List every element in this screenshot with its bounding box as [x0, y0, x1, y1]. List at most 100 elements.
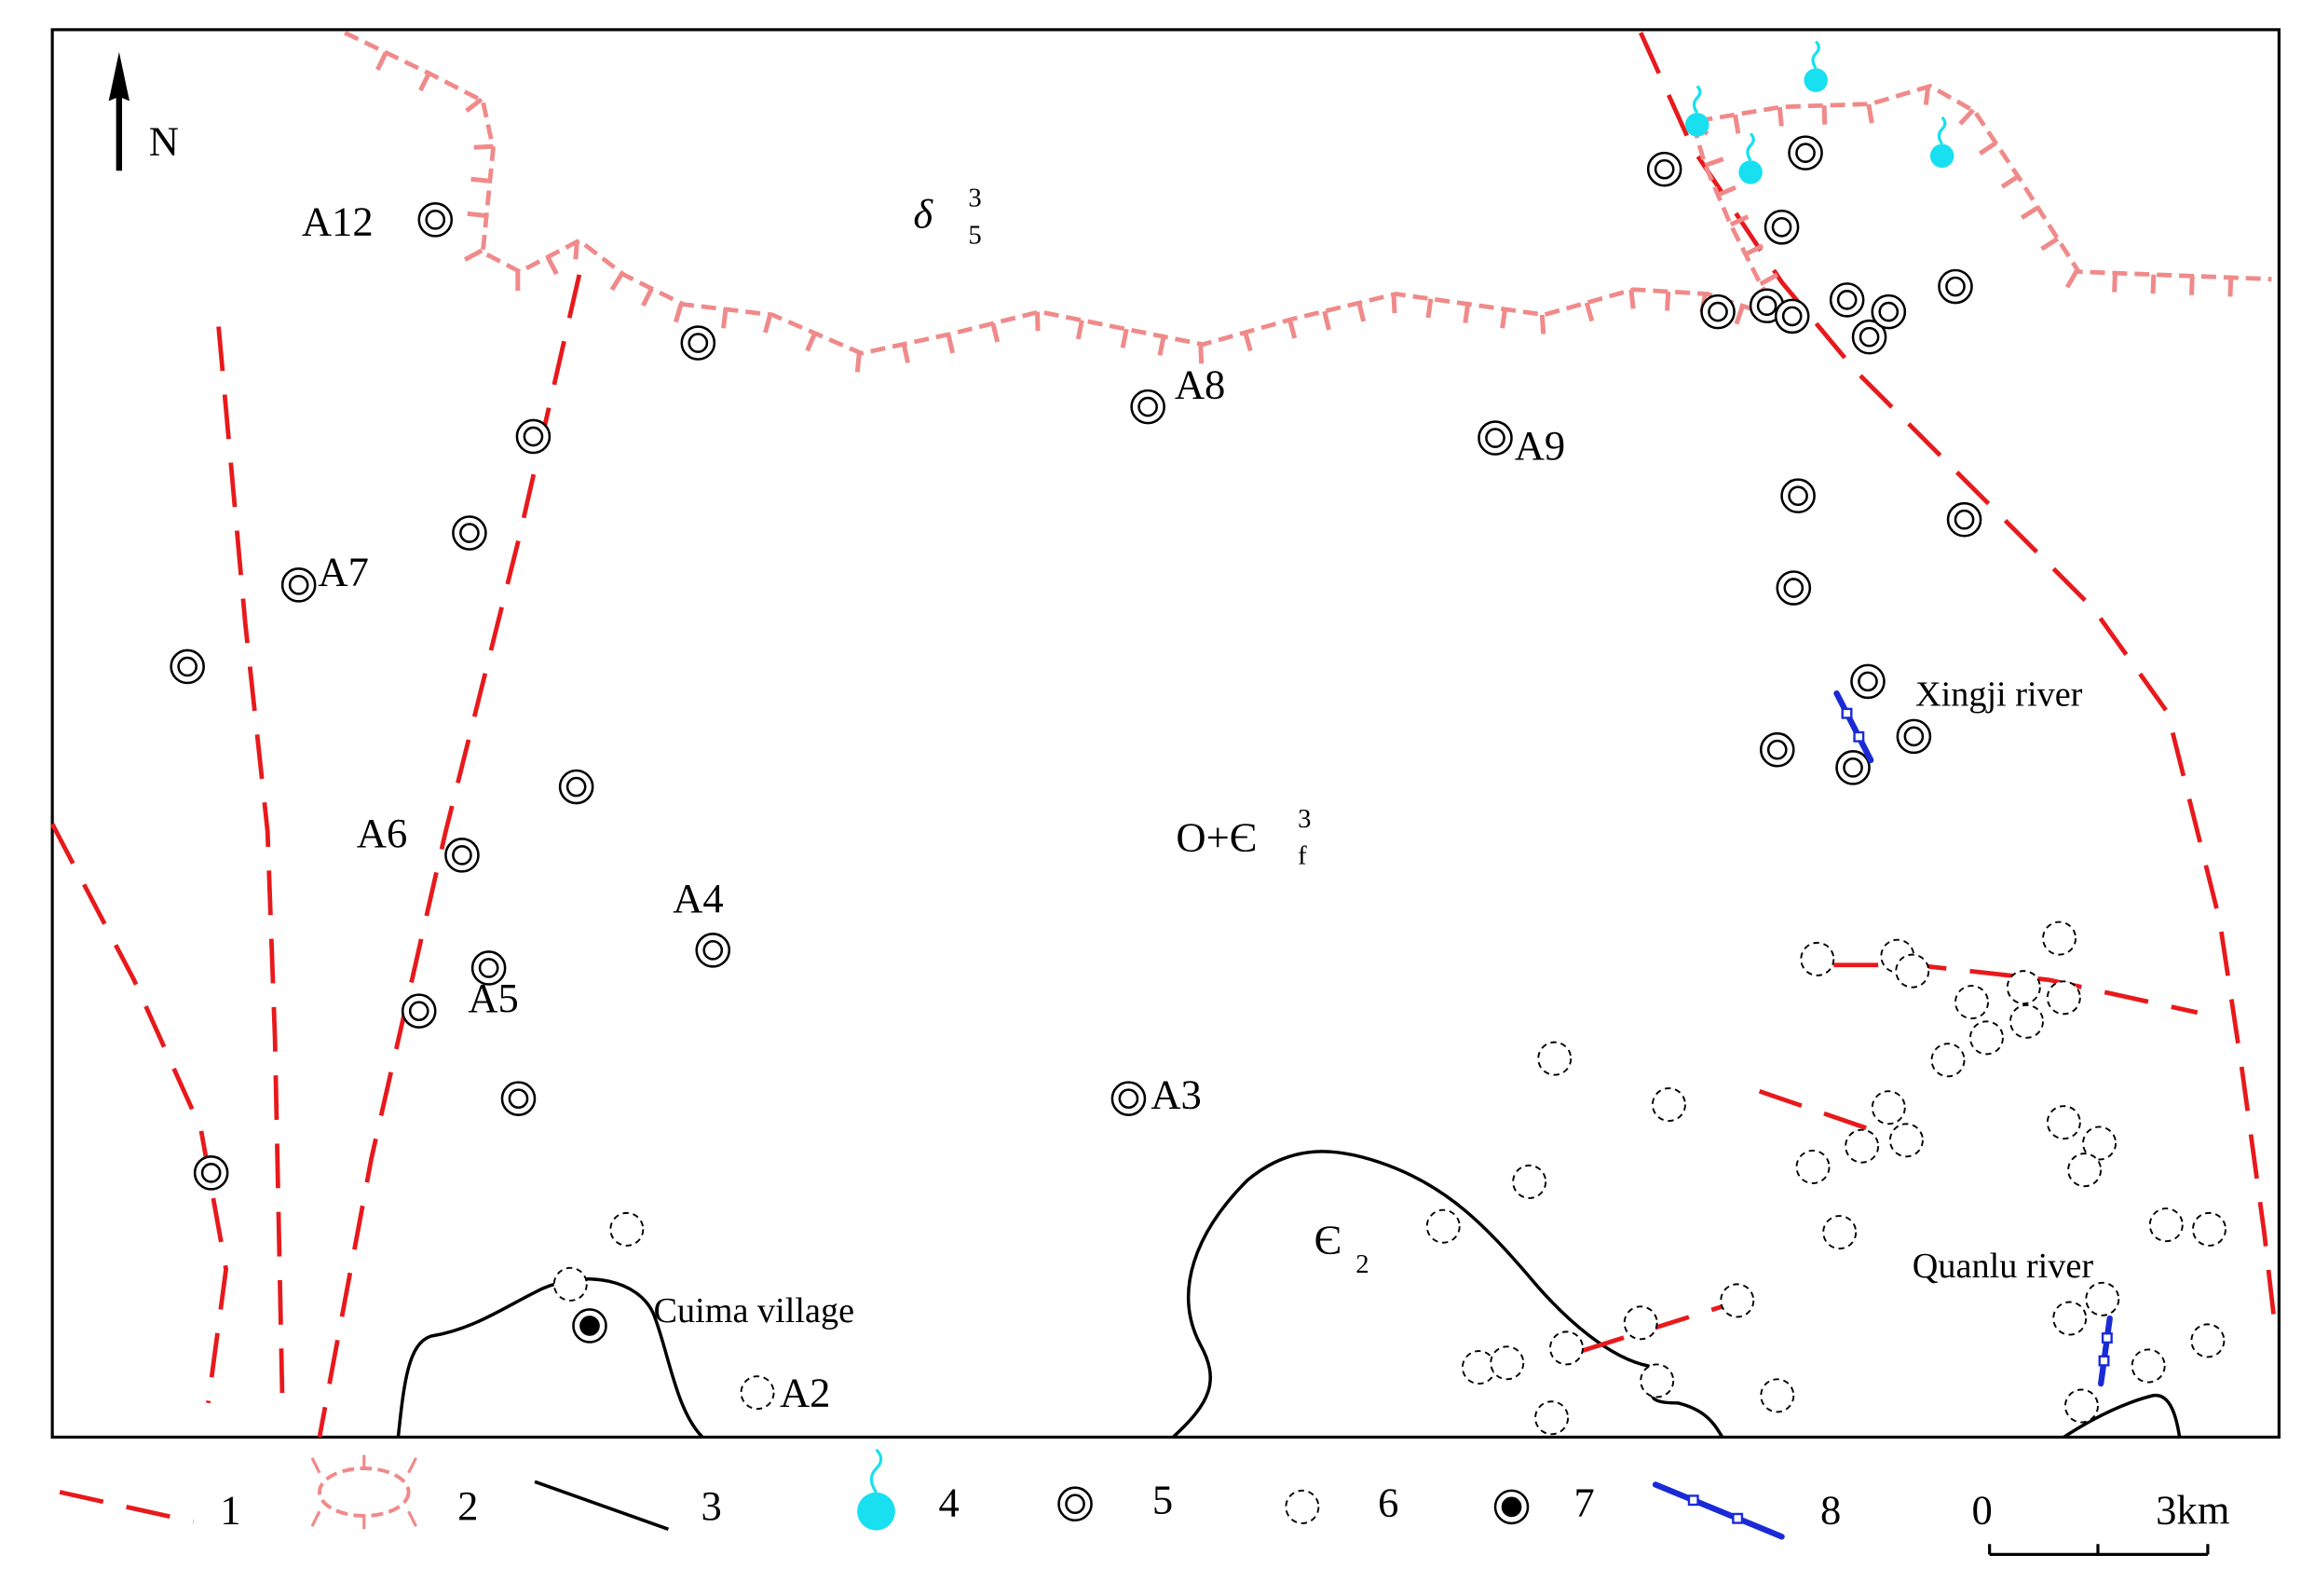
dashed-circle: [1285, 1489, 1320, 1524]
dashed-circle: [2148, 1207, 2184, 1243]
unit-label: δ: [913, 190, 933, 237]
double-circle-inner: [1654, 158, 1675, 180]
spring: [1738, 160, 1763, 184]
site-label: A2: [780, 1370, 831, 1416]
dashed-circle: [1760, 1378, 1795, 1413]
spring: [857, 1492, 895, 1531]
site-label: A5: [468, 975, 519, 1021]
legend-label: 6: [1378, 1480, 1398, 1526]
legend-tick: [310, 1457, 321, 1474]
dashed-circle: [1534, 1400, 1570, 1436]
double-circle-inner: [565, 776, 587, 798]
cuima-contact: [396, 1277, 704, 1439]
river-mark: [1687, 1494, 1699, 1507]
legend-label: 2: [457, 1482, 478, 1529]
dashed-circle: [1930, 1043, 1966, 1078]
site-label: A12: [302, 198, 374, 244]
double-circle-inner: [1485, 428, 1505, 448]
river-label: Quanlu river: [1913, 1247, 2094, 1286]
site-label: A6: [357, 810, 408, 856]
legend-label: 1: [220, 1487, 240, 1534]
map-frame: [50, 28, 2281, 1439]
double-circle-inner: [1065, 1494, 1085, 1515]
river: [2097, 1315, 2113, 1387]
double-circle-inner: [1766, 739, 1788, 760]
symbols: [170, 40, 2226, 1436]
double-circle-inner: [200, 1163, 222, 1183]
unit-label: O+Є: [1176, 814, 1257, 861]
site-label: A7: [318, 549, 369, 595]
unit-sub: 5: [968, 221, 981, 251]
fault: [1758, 1088, 1890, 1139]
river-mark: [2098, 1355, 2110, 1367]
river-mark: [1841, 707, 1853, 719]
double-circle-inner: [408, 1001, 429, 1022]
site-label: A8: [1175, 361, 1226, 408]
dashed-circle: [1795, 1149, 1831, 1184]
double-circle-inner: [288, 574, 309, 595]
dashed-circle: [2082, 1125, 2118, 1161]
spring: [1804, 68, 1828, 92]
legend-label: 4: [938, 1480, 959, 1526]
dashed-circle: [2190, 1323, 2226, 1358]
double-circle-inner: [425, 210, 446, 230]
double-circle-inner: [1795, 143, 1816, 163]
scale-label: 0: [1972, 1487, 1993, 1534]
double-circle-inner: [177, 656, 197, 677]
double-circle-inner: [1783, 578, 1804, 598]
spring: [1929, 143, 1954, 169]
spring-wisp: [1811, 40, 1820, 70]
legend-tick: [310, 1510, 321, 1527]
legend-label: 3: [701, 1482, 722, 1529]
intrusion-boundary: [344, 30, 1783, 373]
dashed-circle: [1425, 1208, 1461, 1244]
fault: [216, 326, 285, 1403]
legend-label: 7: [1573, 1480, 1594, 1526]
dashed-circle: [1968, 1020, 2004, 1056]
dashed-circle: [2085, 1281, 2120, 1316]
dashed-circle: [609, 1211, 645, 1247]
dashed-circle: [1845, 1128, 1880, 1164]
double-circle-inner: [1137, 396, 1158, 417]
legend-tick: [407, 1457, 417, 1474]
dashed-circle: [1954, 985, 1990, 1020]
double-circle-inner: [1954, 509, 1975, 530]
dashed-circle: [2192, 1211, 2226, 1247]
double-circle-inner: [1903, 726, 1925, 747]
double-circle-inner: [1708, 301, 1728, 322]
legend-contact: [534, 1480, 670, 1531]
dashed-circle: [1537, 1041, 1573, 1076]
dashed-circle: [1888, 1123, 1924, 1158]
double-circle-inner: [1858, 671, 1878, 692]
double-circle-inner: [1945, 276, 1966, 297]
double-circle-inner: [1836, 290, 1858, 310]
dashed-circle: [1651, 1087, 1686, 1123]
scale-label: 3km: [2156, 1487, 2229, 1534]
dashed-circle: [2046, 980, 2081, 1016]
spring-wisp: [1937, 116, 1947, 145]
double-circle-inner: [478, 958, 499, 978]
river-mark: [2101, 1332, 2113, 1344]
north-label: N: [149, 117, 179, 164]
dashed-circle: [1490, 1345, 1525, 1381]
village-dot: [580, 1316, 599, 1335]
double-circle-inner: [688, 333, 709, 353]
dashed-circle: [2042, 921, 2077, 956]
dashed-circle: [1800, 941, 1835, 976]
north-arrow: [108, 51, 130, 171]
double-circle-inner: [452, 845, 472, 866]
double-circle-inner: [1118, 1088, 1139, 1110]
river-mark: [1732, 1512, 1744, 1524]
dashed-circle: [1822, 1215, 1858, 1250]
double-circle-inner: [1788, 485, 1808, 507]
dashed-circle: [2131, 1348, 2166, 1384]
site-label: A3: [1151, 1071, 1202, 1117]
intrusion-boundary: [1689, 83, 2272, 321]
dashed-circle: [1549, 1330, 1584, 1366]
dashed-circle: [2009, 1003, 2044, 1039]
river: [1652, 1481, 1785, 1540]
double-circle-inner: [1756, 295, 1777, 317]
spring-wisp: [1746, 132, 1755, 161]
legend-dot: [1502, 1497, 1521, 1516]
